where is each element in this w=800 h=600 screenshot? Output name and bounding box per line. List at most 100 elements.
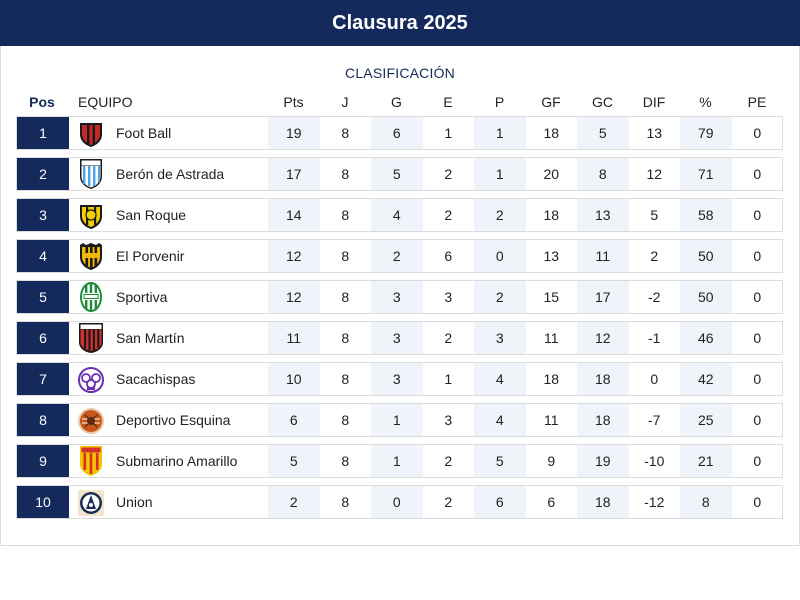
drawn-cell: 2 (444, 494, 453, 510)
column-header-g: G (391, 94, 402, 110)
team-name: El Porvenir (116, 248, 185, 264)
goals-for-cell: 18 (543, 207, 560, 223)
pe-cell: 0 (753, 207, 762, 223)
team-name: San Martín (116, 330, 185, 346)
goals-for-cell: 9 (547, 453, 556, 469)
points-cell: 14 (268, 199, 320, 231)
lost-cell: 1 (474, 117, 526, 149)
column-header-gc: GC (592, 94, 613, 110)
table-subtitle: CLASIFICACIÓN (345, 65, 455, 81)
points-cell: 10 (268, 363, 320, 395)
goal-difference-cell: -12 (644, 494, 665, 510)
table-row[interactable]: 1 Foot Ball 19 8 6 1 1 18 5 13 79 0 (16, 116, 783, 150)
played-cell: 8 (341, 494, 350, 510)
lost-cell: 0 (474, 240, 526, 272)
goals-against-cell: 17 (577, 281, 629, 313)
column-header-gf: GF (541, 94, 561, 110)
percentage-cell: 25 (680, 404, 732, 436)
goal-difference-cell: 13 (646, 125, 663, 141)
position-badge: 5 (17, 281, 69, 313)
percentage-cell: 50 (680, 240, 732, 272)
played-cell: 8 (341, 248, 350, 264)
lost-cell: 2 (474, 199, 526, 231)
table-row[interactable]: 6 San Martín 11 8 3 2 3 11 12 -1 46 0 (16, 321, 783, 355)
table-row[interactable]: 9 Submarino Amarillo 5 8 1 2 5 9 19 -10 … (16, 444, 783, 478)
percentage-cell: 8 (680, 486, 732, 518)
goals-for-cell: 11 (543, 412, 559, 428)
pe-cell: 0 (753, 125, 762, 141)
played-cell: 8 (341, 371, 350, 387)
goals-for-cell: 6 (547, 494, 556, 510)
column-header-pos: Pos (29, 94, 55, 110)
goals-against-cell: 19 (577, 445, 629, 477)
goal-difference-cell: 2 (650, 248, 659, 264)
pe-cell: 0 (753, 371, 762, 387)
lost-cell: 4 (474, 404, 526, 436)
goals-for-cell: 13 (543, 248, 560, 264)
column-header-dif: DIF (642, 94, 666, 110)
position-badge: 8 (17, 404, 69, 436)
column-header-p: P (494, 94, 505, 110)
goal-difference-cell: 0 (650, 371, 659, 387)
table-row[interactable]: 2 Berón de Astrada 17 8 5 2 1 20 8 12 71… (16, 157, 783, 191)
percentage-cell: 50 (680, 281, 732, 313)
goal-difference-cell: -1 (648, 330, 661, 346)
lost-cell: 3 (474, 322, 526, 354)
san-martin-crest-icon (77, 323, 105, 353)
drawn-cell: 3 (444, 289, 453, 305)
team-name: Sportiva (116, 289, 168, 305)
goal-difference-cell: 5 (650, 207, 659, 223)
drawn-cell: 2 (444, 166, 453, 182)
goals-for-cell: 20 (543, 166, 560, 182)
won-cell: 5 (371, 158, 423, 190)
goals-against-cell: 11 (577, 240, 629, 272)
table-row[interactable]: 5 Sportiva 12 8 3 3 2 15 17 -2 50 0 (16, 280, 783, 314)
table-row[interactable]: 4 El Porvenir 12 8 2 6 0 13 11 2 50 0 (16, 239, 783, 273)
column-header-e: E (443, 94, 453, 110)
team-name: Submarino Amarillo (116, 453, 238, 469)
deportivo-esquina-crest-icon (77, 407, 105, 435)
won-cell: 3 (371, 363, 423, 395)
column-header-pct: % (699, 94, 712, 110)
team-name: Sacachispas (116, 371, 196, 387)
pe-cell: 0 (753, 289, 762, 305)
goals-against-cell: 18 (577, 363, 629, 395)
pe-cell: 0 (753, 453, 762, 469)
points-cell: 11 (268, 322, 320, 354)
goals-against-cell: 18 (577, 486, 629, 518)
points-cell: 12 (268, 240, 320, 272)
table-row[interactable]: 3 San Roque 14 8 4 2 2 18 13 5 58 0 (16, 198, 783, 232)
won-cell: 4 (371, 199, 423, 231)
lost-cell: 2 (474, 281, 526, 313)
goal-difference-cell: 12 (646, 166, 663, 182)
page-header: Clausura 2025 (0, 0, 800, 46)
goals-against-cell: 13 (577, 199, 629, 231)
won-cell: 0 (371, 486, 423, 518)
team-name: Union (116, 494, 153, 510)
san-roque-crest-icon (77, 202, 105, 230)
points-cell: 6 (268, 404, 320, 436)
table-row[interactable]: 10 Union 2 8 0 2 6 6 18 -12 8 0 (16, 485, 783, 519)
table-row[interactable]: 8 Deportivo Esquina 6 8 1 3 4 11 18 -7 2… (16, 403, 783, 437)
percentage-cell: 42 (680, 363, 732, 395)
points-cell: 5 (268, 445, 320, 477)
column-header-pts: Pts (283, 94, 304, 110)
played-cell: 8 (341, 453, 350, 469)
beron-de-astrada-crest-icon (77, 159, 105, 189)
goals-for-cell: 15 (543, 289, 560, 305)
sacachispas-crest-icon (77, 366, 105, 394)
lost-cell: 4 (474, 363, 526, 395)
drawn-cell: 6 (444, 248, 453, 264)
goals-against-cell: 5 (577, 117, 629, 149)
won-cell: 1 (371, 404, 423, 436)
played-cell: 8 (341, 412, 350, 428)
position-badge: 3 (17, 199, 69, 231)
won-cell: 1 (371, 445, 423, 477)
percentage-cell: 21 (680, 445, 732, 477)
drawn-cell: 1 (444, 371, 453, 387)
table-row[interactable]: 7 Sacachispas 10 8 3 1 4 18 18 0 42 0 (16, 362, 783, 396)
column-header-team: EQUIPO (78, 94, 133, 110)
played-cell: 8 (341, 125, 350, 141)
pe-cell: 0 (753, 494, 762, 510)
team-name: San Roque (116, 207, 187, 223)
